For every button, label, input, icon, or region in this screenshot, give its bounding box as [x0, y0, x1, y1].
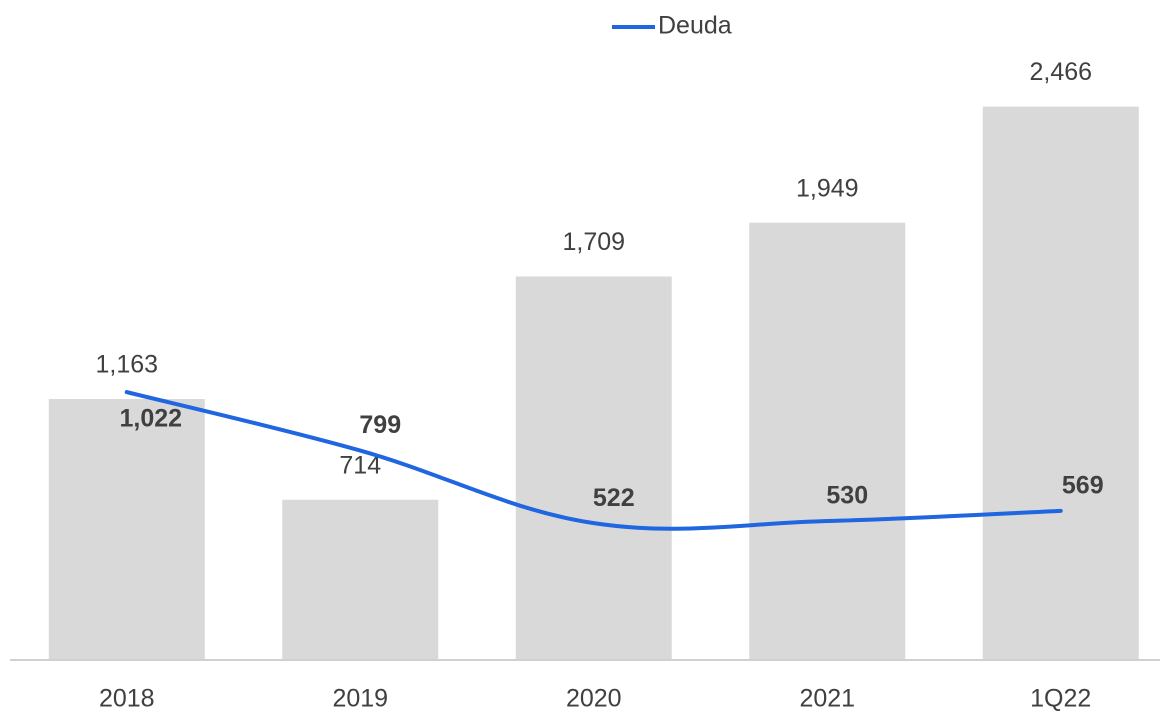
line-value-label: 799	[359, 411, 401, 439]
legend-label: Deuda	[658, 12, 732, 40]
line-value-label: 1,022	[119, 405, 182, 433]
bar-value-label: 1,949	[796, 174, 859, 202]
x-tick-label: 2021	[799, 685, 855, 713]
bar	[515, 276, 672, 660]
x-tick-label: 2019	[332, 685, 388, 713]
bar-value-label: 2,466	[1029, 58, 1092, 86]
bar	[749, 222, 906, 660]
bar	[282, 499, 439, 660]
line-value-label: 569	[1062, 471, 1104, 499]
bar	[48, 399, 205, 660]
x-tick-label: 2018	[99, 685, 155, 713]
bar-value-label: 1,709	[562, 228, 625, 256]
line-value-label: 530	[826, 482, 868, 510]
line	[124, 390, 1063, 531]
bar-value-label: 1,163	[95, 351, 158, 379]
x-tick-label: 2020	[566, 685, 622, 713]
x-tick-label: 1Q22	[1030, 685, 1091, 713]
bar	[982, 106, 1139, 661]
line-value-label: 522	[593, 484, 635, 512]
